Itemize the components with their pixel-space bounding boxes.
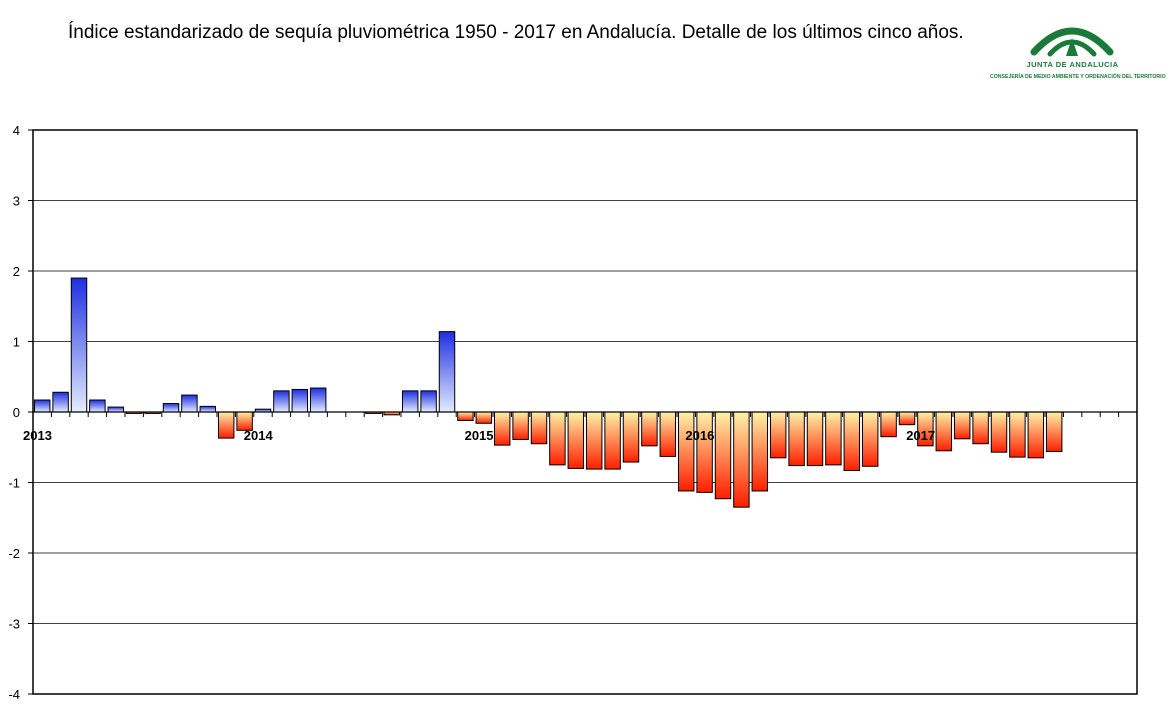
y-tick-label: -4 (8, 687, 20, 702)
bar (309, 387, 327, 413)
year-label: 2013 (23, 428, 52, 443)
bar (512, 411, 529, 440)
bar (806, 411, 824, 467)
bar (733, 411, 750, 508)
bar (52, 391, 69, 413)
year-label: 2014 (244, 428, 274, 443)
bar (70, 277, 88, 413)
bar (696, 411, 713, 493)
bar (401, 390, 419, 413)
bar (898, 411, 916, 426)
bar (843, 411, 861, 472)
bar (457, 411, 474, 421)
bar (972, 411, 989, 445)
y-tick-label: 2 (13, 264, 20, 279)
bar (181, 394, 198, 413)
bar (585, 411, 603, 470)
plot-frame (32, 129, 1138, 695)
bar (199, 405, 217, 413)
year-label: 2015 (465, 428, 494, 443)
bar (935, 411, 953, 452)
bar (567, 411, 585, 469)
bar (530, 411, 548, 445)
y-tick-label: 3 (13, 194, 20, 209)
year-label: 2016 (685, 428, 714, 443)
bar (861, 411, 879, 467)
logo-line1: JUNTA DE ANDALUCIA (1026, 60, 1119, 69)
bar (1027, 411, 1045, 459)
bar (1009, 411, 1026, 458)
y-tick-label: -3 (8, 617, 20, 632)
bar (990, 411, 1008, 453)
bar (475, 411, 493, 424)
axis-layer: 4 3 2 1 0 -1 -2 -3 -4 2013 2014 2015 2016 2017 (8, 123, 1138, 702)
logo-arches-icon (1030, 27, 1114, 57)
bar (291, 388, 309, 413)
y-tick-label: -2 (8, 546, 20, 561)
bar (493, 411, 511, 446)
bar (788, 411, 805, 467)
bar (604, 411, 621, 470)
bar (622, 411, 640, 463)
bar (420, 390, 437, 413)
bar (751, 411, 769, 492)
bar (659, 411, 677, 457)
bar (769, 411, 787, 459)
bar (162, 403, 180, 413)
bar (217, 411, 235, 439)
bar (825, 411, 842, 466)
bar (33, 399, 51, 413)
y-tick-label: 4 (13, 123, 20, 138)
bar (549, 411, 566, 466)
bar (641, 411, 658, 447)
bar (438, 331, 456, 413)
bar (677, 411, 695, 492)
bar (1045, 411, 1063, 452)
year-label: 2017 (906, 428, 935, 443)
bar (89, 399, 106, 413)
bar-layer (33, 277, 1063, 508)
y-tick-label: -1 (8, 476, 20, 491)
bar (714, 411, 732, 500)
bar (953, 411, 971, 440)
chart-title: Índice estandarizado de sequía pluviomét… (68, 22, 964, 43)
logo-line2: CONSEJERÍA DE MEDIO AMBIENTE Y ORDENACIÓ… (990, 74, 1166, 80)
bar (273, 390, 290, 413)
bar (107, 406, 125, 413)
y-tick-label: 1 (13, 335, 20, 350)
y-tick-label: 0 (13, 405, 20, 420)
junta-de-andalucia-logo: JUNTA DE ANDALUCIA CONSEJERÍA DE MEDIO A… (990, 12, 1166, 84)
bar (880, 411, 897, 438)
